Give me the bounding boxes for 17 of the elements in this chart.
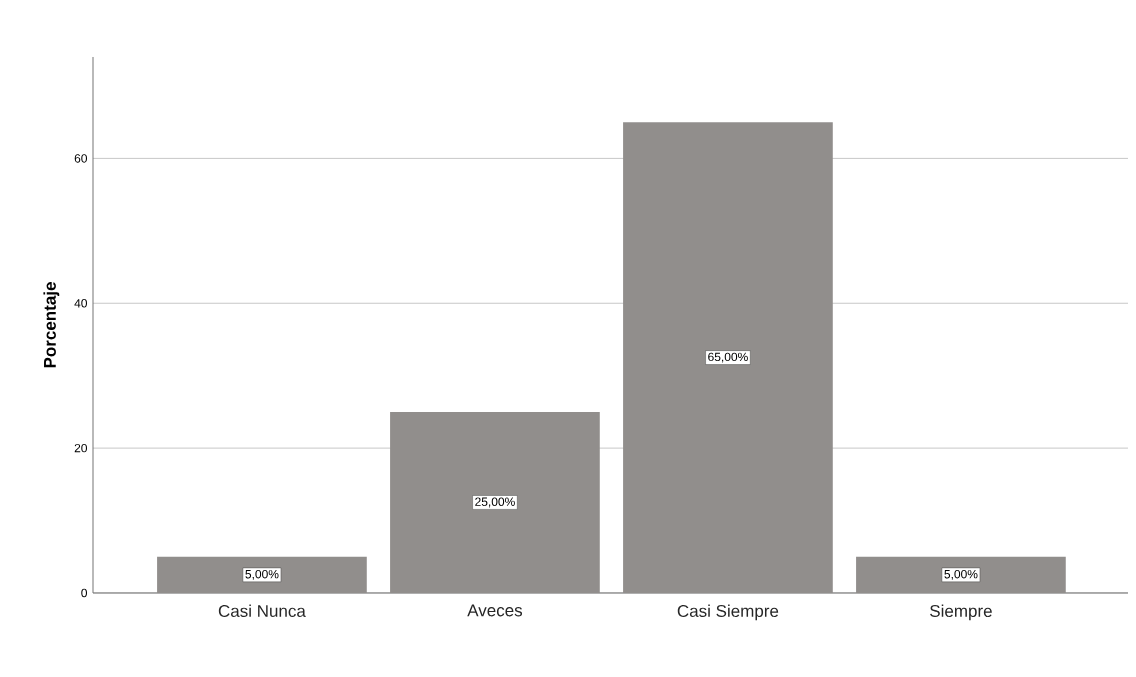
data-label: 5,00%: [245, 569, 279, 580]
x-tick-label: Casi Nunca: [218, 604, 306, 618]
x-tick-label: Casi Siempre: [677, 604, 779, 621]
y-axis-title: Porcentaje: [43, 282, 60, 368]
y-tick-label: 60: [74, 154, 88, 163]
bar: [623, 122, 833, 593]
x-tick-label: Siempre: [930, 604, 992, 621]
y-tick-label: 0: [81, 588, 88, 598]
y-tick-label: 20: [74, 443, 88, 453]
x-tick-label: Aveces: [467, 604, 523, 617]
data-label: 65,00%: [708, 352, 748, 363]
bar: [390, 411, 600, 593]
y-tick-label: 40: [74, 299, 88, 308]
data-label: 5,00%: [944, 569, 978, 580]
bar: [157, 556, 367, 593]
bar: [856, 556, 1066, 593]
data-label: 25,00%: [475, 497, 515, 508]
